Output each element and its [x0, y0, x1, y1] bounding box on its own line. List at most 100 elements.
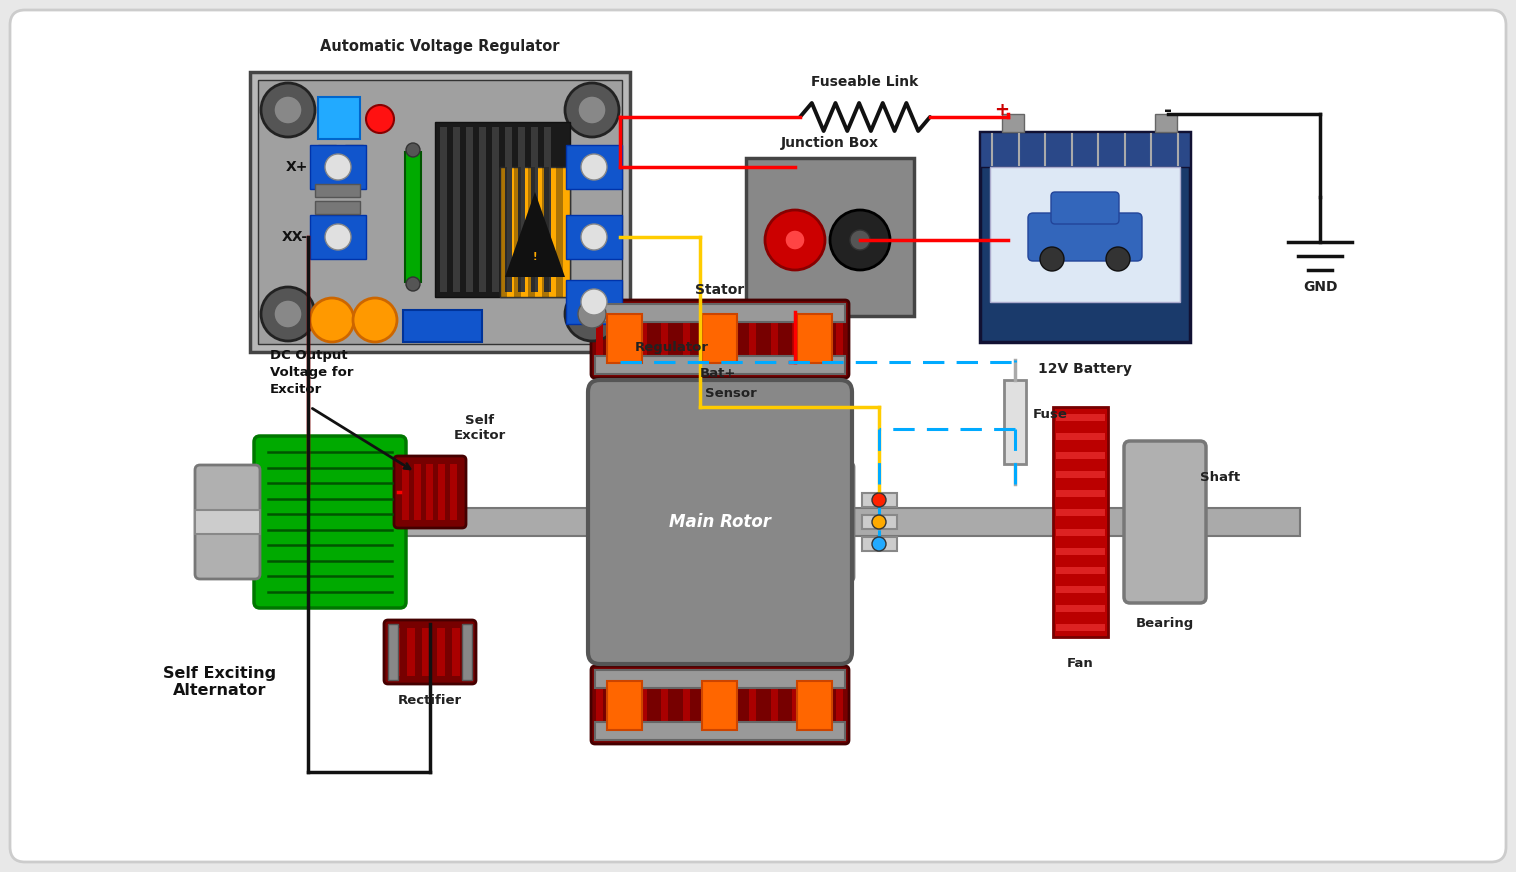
Text: Sensor: Sensor [705, 387, 756, 400]
Bar [1004, 380, 1026, 464]
Bar [797, 315, 832, 364]
FancyBboxPatch shape [588, 380, 852, 664]
Bar [770, 675, 778, 735]
Bar [1055, 548, 1105, 555]
Bar [606, 315, 641, 364]
Text: XX-: XX- [282, 230, 308, 244]
Bar [543, 167, 549, 297]
Bar [702, 680, 737, 730]
Bar [452, 628, 459, 676]
Circle shape [850, 230, 870, 250]
Bar [863, 537, 897, 551]
Bar [640, 310, 647, 369]
Circle shape [324, 154, 352, 180]
Text: Self Exciting
Alternator: Self Exciting Alternator [164, 666, 276, 698]
Text: !: ! [532, 252, 537, 262]
Text: Self
Excitor: Self Excitor [453, 414, 506, 442]
Circle shape [872, 537, 885, 551]
FancyBboxPatch shape [594, 304, 844, 322]
Bar [315, 184, 359, 197]
FancyBboxPatch shape [594, 356, 844, 374]
FancyBboxPatch shape [979, 132, 1190, 342]
Bar [705, 675, 713, 735]
Bar [835, 310, 843, 369]
FancyBboxPatch shape [462, 624, 471, 680]
Bar [640, 675, 647, 735]
Circle shape [872, 515, 885, 529]
Bar [1055, 471, 1105, 478]
Bar [414, 464, 421, 520]
FancyBboxPatch shape [746, 158, 914, 316]
Bar [440, 127, 447, 292]
Bar [435, 122, 570, 297]
FancyBboxPatch shape [403, 310, 482, 342]
Circle shape [309, 298, 355, 342]
Bar [1055, 567, 1105, 574]
Bar [1055, 528, 1105, 535]
Bar [770, 310, 778, 369]
Bar [596, 310, 603, 369]
Circle shape [261, 83, 315, 137]
Text: Fuse: Fuse [1032, 407, 1067, 420]
Bar [393, 628, 400, 676]
Circle shape [1107, 247, 1129, 271]
Bar [705, 310, 713, 369]
Bar [793, 310, 799, 369]
Circle shape [565, 287, 619, 341]
Bar [518, 127, 525, 292]
Bar [465, 127, 473, 292]
Text: Fuseable Link: Fuseable Link [811, 75, 919, 89]
Bar [1055, 605, 1105, 612]
FancyBboxPatch shape [1051, 192, 1119, 224]
Bar [726, 310, 734, 369]
Text: Junction Box: Junction Box [781, 136, 879, 150]
Bar [544, 127, 550, 292]
Bar [726, 675, 734, 735]
Bar [346, 145, 362, 167]
Bar [421, 628, 431, 676]
Text: Regulator: Regulator [635, 341, 709, 354]
Polygon shape [505, 192, 565, 277]
Text: X+: X+ [285, 160, 308, 174]
Text: Automatic Voltage Regulator: Automatic Voltage Regulator [320, 39, 559, 54]
Circle shape [274, 300, 302, 328]
Bar [814, 675, 822, 735]
Text: Stator: Stator [696, 283, 744, 297]
Text: Shaft: Shaft [1201, 471, 1240, 484]
FancyBboxPatch shape [1123, 441, 1207, 603]
Circle shape [261, 287, 315, 341]
Circle shape [578, 300, 606, 328]
Bar [1052, 407, 1108, 637]
Text: -: - [1164, 100, 1172, 119]
FancyBboxPatch shape [596, 463, 626, 581]
FancyBboxPatch shape [591, 300, 849, 378]
Bar [1055, 586, 1105, 593]
Bar [406, 628, 415, 676]
FancyBboxPatch shape [565, 145, 622, 189]
Bar [749, 675, 756, 735]
Bar [863, 515, 897, 529]
Bar [990, 167, 1179, 302]
Bar [661, 675, 669, 735]
Circle shape [578, 96, 606, 124]
Bar [1055, 433, 1105, 440]
Bar [528, 167, 535, 297]
Circle shape [829, 210, 890, 270]
FancyBboxPatch shape [309, 145, 365, 189]
Circle shape [1040, 247, 1064, 271]
Text: GND: GND [1302, 280, 1337, 294]
Bar [556, 167, 562, 297]
FancyBboxPatch shape [384, 620, 476, 684]
Bar [596, 675, 603, 735]
Bar [479, 127, 487, 292]
FancyBboxPatch shape [394, 456, 465, 528]
FancyBboxPatch shape [591, 666, 849, 744]
Bar [531, 127, 538, 292]
FancyBboxPatch shape [309, 215, 365, 259]
FancyBboxPatch shape [255, 436, 406, 608]
Bar [1055, 490, 1105, 497]
Bar [453, 127, 459, 292]
Bar [1155, 114, 1176, 132]
Bar [426, 464, 434, 520]
Bar [749, 310, 756, 369]
